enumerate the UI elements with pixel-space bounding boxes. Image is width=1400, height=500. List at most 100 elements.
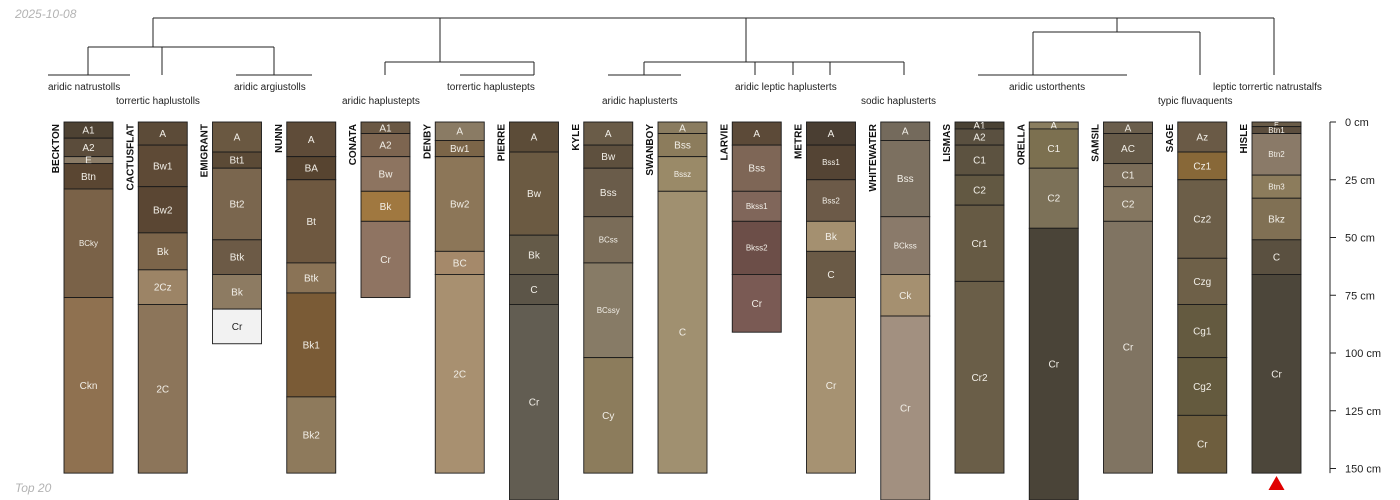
horizon-label: Bk2: [303, 431, 321, 442]
profile-name: SAMSIL: [1091, 124, 1102, 162]
horizon-label: Cg1: [1193, 327, 1212, 338]
horizon-label: Btn1: [1268, 126, 1285, 135]
group-label: typic fluvaquents: [1158, 96, 1233, 107]
soil-profile: A1 A2 E Btn BCky Ckn BECKTON: [51, 121, 114, 474]
group-label: aridic haplusterts: [602, 96, 678, 107]
horizon-label: Cr: [900, 404, 911, 415]
horizon-block: [137, 186, 188, 234]
profile-name: EMIGRANT: [200, 124, 211, 177]
group-label: leptic torrertic natrustalfs: [1213, 82, 1322, 93]
horizon-label: Cy: [602, 411, 614, 422]
horizon-block: [1251, 133, 1302, 176]
horizon-label: C1: [973, 156, 986, 167]
horizon-label: BCky: [79, 239, 98, 248]
horizon-block: [1177, 304, 1228, 359]
horizon-block: [63, 297, 114, 474]
horizon-label: A1: [82, 126, 95, 137]
horizon-label: A: [679, 123, 686, 134]
horizon-block: [1177, 257, 1228, 305]
group-labels: aridic natrustolls torrertic haplustolls…: [48, 82, 1322, 107]
depth-axis: 0 cm 25 cm 50 cm 75 cm 100 cm 125 cm 150 cm: [1329, 117, 1381, 476]
group-label: aridic natrustolls: [48, 82, 120, 93]
horizon-block: [657, 190, 708, 474]
horizon-block: [880, 315, 931, 500]
profile-name: KYLE: [571, 124, 582, 151]
soil-profile: A AC C1 C2 Cr SAMSIL: [1091, 121, 1153, 474]
axis-tick-label: 75 cm: [1345, 290, 1375, 302]
horizon-label: C2: [973, 186, 986, 197]
horizon-label: Btn: [81, 172, 96, 183]
horizon-block: [806, 297, 856, 474]
horizon-label: C2: [1122, 200, 1135, 211]
soil-profile: A Bw Bss BCss BCssy Cy KYLE: [571, 121, 634, 474]
horizon-block: [137, 304, 188, 474]
horizon-block: [212, 239, 262, 275]
horizon-label: Btk: [230, 253, 245, 264]
horizon-label: A: [456, 127, 463, 138]
horizon-block: [509, 234, 559, 275]
group-label: torrertic haplustolls: [116, 96, 200, 107]
group-label: aridic leptic haplusterts: [735, 82, 837, 93]
soil-profile: A C1 C2 Cr ORELLA: [1016, 121, 1079, 500]
horizon-label: Cg2: [1193, 382, 1212, 393]
horizon-block: [509, 151, 559, 236]
horizon-label: Bw2: [153, 205, 173, 216]
horizon-block: [731, 144, 782, 192]
horizon-label: Bss2: [822, 196, 840, 205]
horizon-label: Bw: [601, 152, 616, 163]
horizon-label: C: [679, 328, 686, 339]
horizon-block: [1177, 151, 1228, 181]
horizon-block: [1028, 128, 1079, 169]
horizon-block: [954, 174, 1005, 206]
horizon-label: A1: [379, 123, 392, 134]
group-label: sodic haplusterts: [861, 96, 936, 107]
horizon-block: [1103, 220, 1153, 474]
horizon-block: [212, 308, 262, 345]
profile-name: LARVIE: [719, 124, 730, 161]
horizon-label: C1: [1122, 171, 1135, 182]
horizon-label: A: [1125, 123, 1132, 134]
horizon-block: [509, 121, 559, 153]
horizon-label: Cr: [1123, 343, 1134, 354]
soil-profile: A1 A2 Bw Bk Cr CONATA: [348, 121, 411, 299]
horizon-block: [286, 179, 337, 264]
horizon-block: [212, 274, 262, 310]
horizon-block: [880, 140, 931, 218]
horizon-label: Cr: [380, 255, 391, 266]
horizon-label: Cr: [1048, 360, 1059, 371]
horizon-block: [360, 156, 411, 192]
horizon-label: Cr: [751, 299, 762, 310]
horizon-label: 2C: [156, 384, 169, 395]
horizon-label: Bk: [825, 232, 838, 243]
horizon-label: Btn2: [1268, 150, 1285, 159]
horizon-label: Btn3: [1268, 182, 1285, 191]
profile-name: LISMAS: [942, 124, 953, 162]
group-label: aridic haplustepts: [342, 96, 420, 107]
horizon-block: [731, 274, 782, 333]
horizon-block: [954, 280, 1005, 474]
horizon-label: Bkss2: [746, 244, 768, 253]
axis-tick-label: 50 cm: [1345, 233, 1375, 245]
horizon-label: Czg: [1193, 277, 1211, 288]
horizon-label: Cr: [529, 398, 540, 409]
horizon-label: Ck: [899, 291, 912, 302]
horizon-label: E: [1274, 122, 1279, 129]
horizon-block: [286, 262, 337, 294]
horizon-block: [212, 121, 262, 153]
horizon-block: [212, 167, 262, 241]
horizon-label: A: [159, 129, 166, 140]
horizon-label: Bt: [307, 217, 317, 228]
profile-name: NUNN: [274, 124, 285, 153]
horizon-block: [1177, 357, 1228, 416]
horizon-block: [1177, 121, 1228, 153]
horizon-label: Az: [1196, 133, 1208, 144]
horizon-block: [137, 269, 188, 305]
axis-tick-label: 150 cm: [1345, 464, 1381, 476]
horizon-label: Cr: [232, 322, 243, 333]
horizon-label: Bw: [379, 169, 394, 180]
soil-profile: A BA Bt Btk Bk1 Bk2 NUNN: [274, 121, 337, 474]
horizon-label: A2: [379, 141, 392, 152]
horizon-label: Bk: [380, 202, 393, 213]
horizon-label: BCkss: [894, 241, 917, 250]
